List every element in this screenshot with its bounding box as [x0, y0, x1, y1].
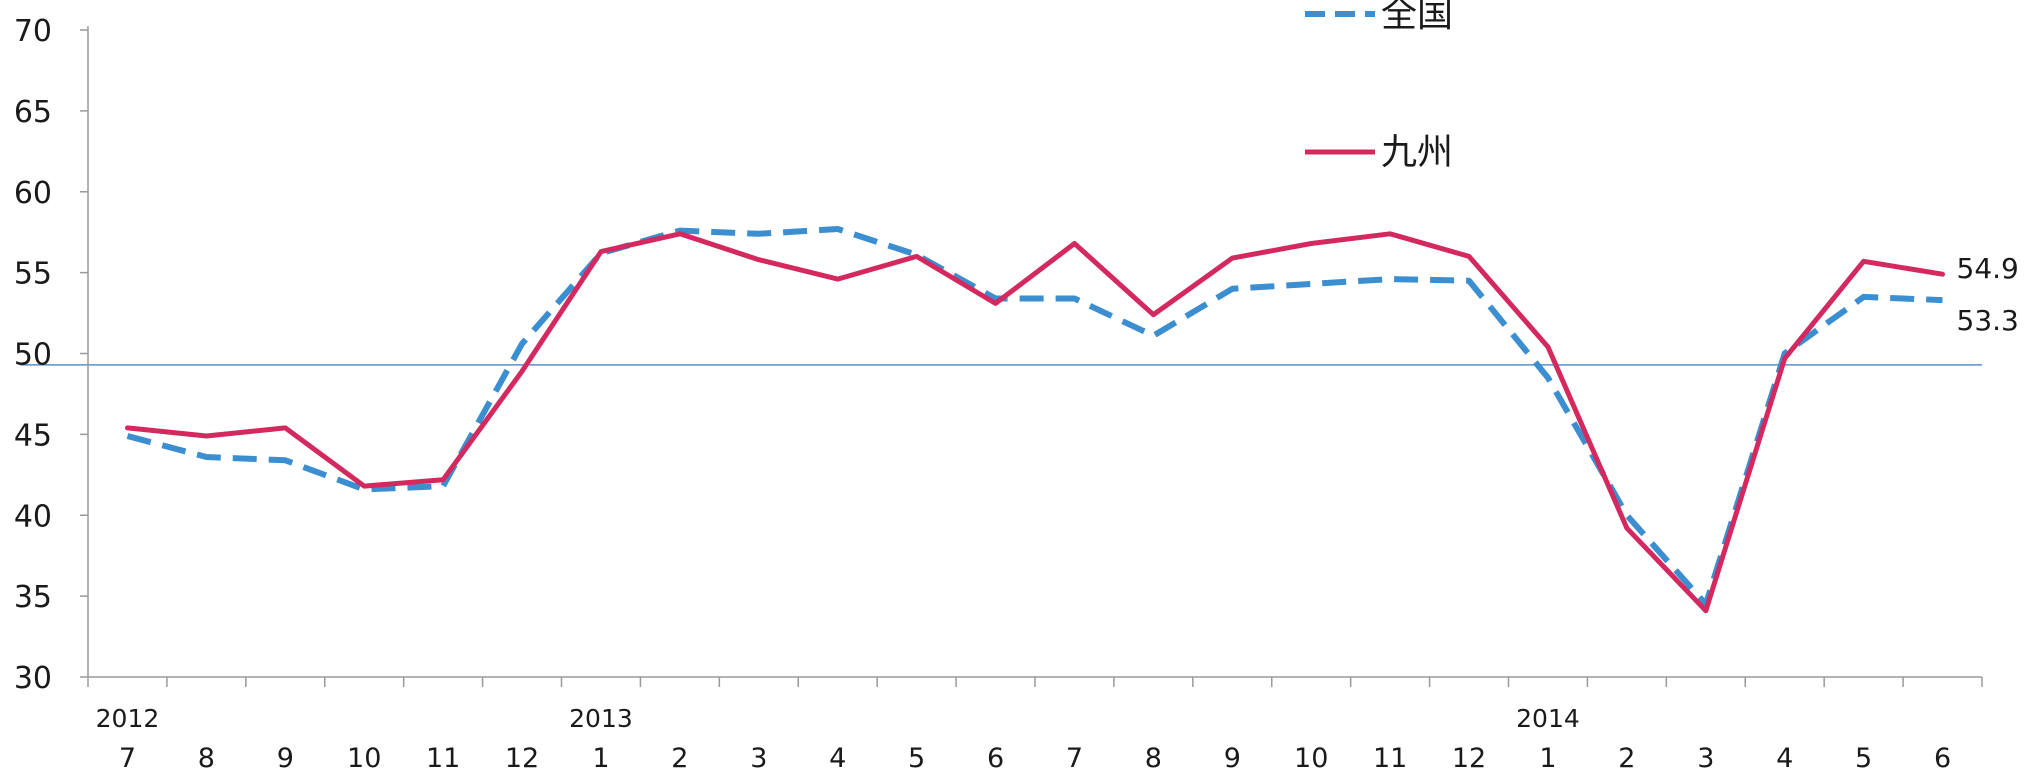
series-1-point: [914, 254, 919, 259]
end-labels: 53.3 54.9: [1957, 252, 2019, 337]
series-0-point: [835, 226, 840, 231]
x-tick-label: 10: [347, 743, 381, 774]
y-tick-label: 35: [14, 580, 52, 615]
series-1-point: [1309, 241, 1314, 246]
series-1-point: [1545, 345, 1550, 350]
series-0-point: [1388, 277, 1393, 282]
series-0-point: [1309, 281, 1314, 286]
series-0-point: [1861, 294, 1866, 299]
series-0-point: [125, 433, 130, 438]
x-tick-label: 2: [671, 743, 688, 774]
y-tick-label: 30: [14, 661, 52, 696]
x-tick-label: 6: [987, 743, 1004, 774]
x-year-label: 2012: [96, 704, 160, 733]
end-label-1: 54.9: [1957, 252, 2019, 285]
x-tick-label: 9: [277, 743, 294, 774]
series-line-0: [126, 226, 1943, 608]
x-tick-label: 9: [1224, 743, 1241, 774]
x-tick-label: 7: [119, 743, 136, 774]
series-0-point: [756, 231, 761, 236]
series-1-point: [1782, 356, 1787, 361]
x-tick-label: 5: [908, 743, 925, 774]
series-1-point: [993, 301, 998, 306]
series-layer: [125, 226, 1945, 614]
series-0-point: [1545, 375, 1550, 380]
series-0-point: [1072, 296, 1077, 301]
x-tick-label: 3: [750, 743, 767, 774]
y-tick-label: 60: [14, 176, 52, 211]
legend-label-1: 九州: [1381, 132, 1453, 173]
x-tick-label: 4: [1776, 743, 1793, 774]
x-tick-label: 10: [1294, 743, 1328, 774]
series-1-point: [1940, 272, 1945, 277]
legend-label-0: 全国: [1381, 0, 1453, 35]
y-tick-label: 45: [14, 418, 52, 453]
series-0-point: [1940, 298, 1945, 303]
x-tick-label: 1: [1539, 743, 1556, 774]
x-tick-label: 12: [505, 743, 539, 774]
series-1-point: [1151, 312, 1156, 317]
series-1-point: [1861, 259, 1866, 264]
y-tick-label: 70: [14, 14, 52, 49]
end-label-0: 53.3: [1957, 304, 2019, 337]
series-line-1: [125, 231, 1945, 614]
series-0-point: [1467, 278, 1472, 283]
series-0-point: [1151, 333, 1156, 338]
series-1-point: [1072, 241, 1077, 246]
series-1-point: [1624, 526, 1629, 531]
y-tick-label: 50: [14, 338, 52, 373]
series-1-point: [756, 257, 761, 262]
y-axis: 70 65 60 55 50 45 40 35 30: [14, 14, 89, 696]
series-1-point: [677, 231, 682, 236]
series-1-point: [1703, 608, 1708, 613]
x-tick-label: 6: [1934, 743, 1951, 774]
x-tick-label: 11: [1373, 743, 1407, 774]
series-0-point: [204, 455, 209, 460]
x-tick-label: 7: [1066, 743, 1083, 774]
series-0-point: [520, 341, 525, 346]
series-0-point: [441, 484, 446, 489]
x-tick-label: 2: [1618, 743, 1635, 774]
x-tick-label: 12: [1452, 743, 1486, 774]
series-1-point: [520, 369, 525, 374]
series-0-point: [1230, 286, 1235, 291]
x-tick-label: 11: [426, 743, 460, 774]
series-1-point: [598, 249, 603, 254]
series-1-point: [441, 477, 446, 482]
series-1-point: [835, 277, 840, 282]
series-1-point: [1467, 254, 1472, 259]
series-1-point: [362, 484, 367, 489]
series-1-point: [1230, 256, 1235, 261]
y-tick-label: 40: [14, 499, 52, 534]
series-1-point: [125, 425, 130, 430]
y-tick-label: 55: [14, 257, 52, 292]
x-tick-label: 3: [1697, 743, 1714, 774]
x-tick-label: 4: [829, 743, 846, 774]
series-0-point: [1624, 513, 1629, 518]
series-1-point: [1388, 231, 1393, 236]
series-1-point: [204, 433, 209, 438]
series-1-point: [283, 425, 288, 430]
series-0-point: [283, 458, 288, 463]
y-tick-label: 65: [14, 95, 52, 130]
x-year-label: 2014: [1516, 704, 1580, 733]
x-tick-label: 5: [1855, 743, 1872, 774]
x-tick-label: 1: [592, 743, 609, 774]
x-tick-label: 8: [198, 743, 215, 774]
x-tick-label: 8: [1145, 743, 1162, 774]
x-year-label: 2013: [569, 704, 633, 733]
